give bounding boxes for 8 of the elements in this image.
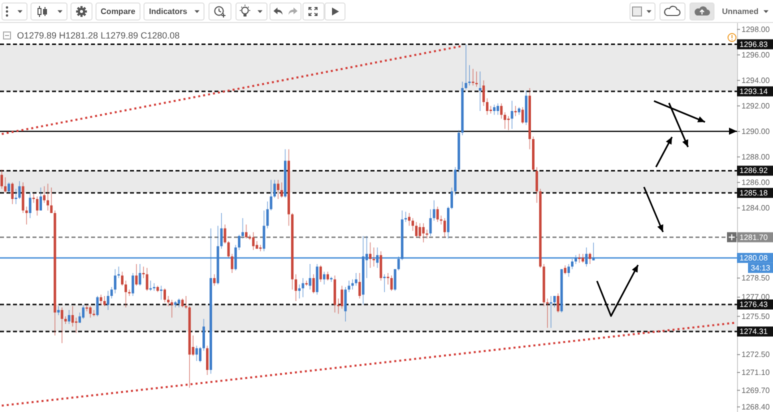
button: Compare xyxy=(96,2,140,20)
toolbar: Compare Indicators Unnamed xyxy=(0,0,773,23)
candlestick xyxy=(152,282,156,292)
candlestick xyxy=(32,193,35,204)
button: Indicators xyxy=(144,2,204,20)
candlestick xyxy=(578,253,581,264)
annotation: O1279.89 H1281.28 L1279.89 C1280.08 xyxy=(17,30,180,40)
candlestick xyxy=(394,268,396,292)
